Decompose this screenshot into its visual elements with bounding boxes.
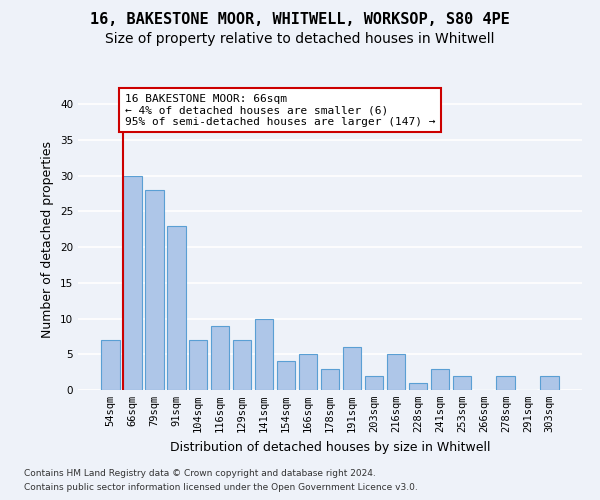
Text: Contains HM Land Registry data © Crown copyright and database right 2024.: Contains HM Land Registry data © Crown c… [24,468,376,477]
Bar [386,354,405,390]
Bar [211,326,229,390]
Text: Contains public sector information licensed under the Open Government Licence v3: Contains public sector information licen… [24,484,418,492]
Bar [189,340,208,390]
Text: 16 BAKESTONE MOOR: 66sqm
← 4% of detached houses are smaller (6)
95% of semi-det: 16 BAKESTONE MOOR: 66sqm ← 4% of detache… [125,94,435,127]
Text: 16, BAKESTONE MOOR, WHITWELL, WORKSOP, S80 4PE: 16, BAKESTONE MOOR, WHITWELL, WORKSOP, S… [90,12,510,28]
Bar [452,376,471,390]
Bar [299,354,317,390]
Bar [277,362,295,390]
Bar [541,376,559,390]
Bar [343,347,361,390]
X-axis label: Distribution of detached houses by size in Whitwell: Distribution of detached houses by size … [170,440,490,454]
Bar [496,376,515,390]
Bar [123,176,142,390]
Bar [409,383,427,390]
Bar [233,340,251,390]
Bar [167,226,185,390]
Bar [431,368,449,390]
Text: Size of property relative to detached houses in Whitwell: Size of property relative to detached ho… [105,32,495,46]
Bar [145,190,164,390]
Bar [320,368,340,390]
Bar [365,376,383,390]
Bar [101,340,119,390]
Y-axis label: Number of detached properties: Number of detached properties [41,142,55,338]
Bar [255,318,274,390]
